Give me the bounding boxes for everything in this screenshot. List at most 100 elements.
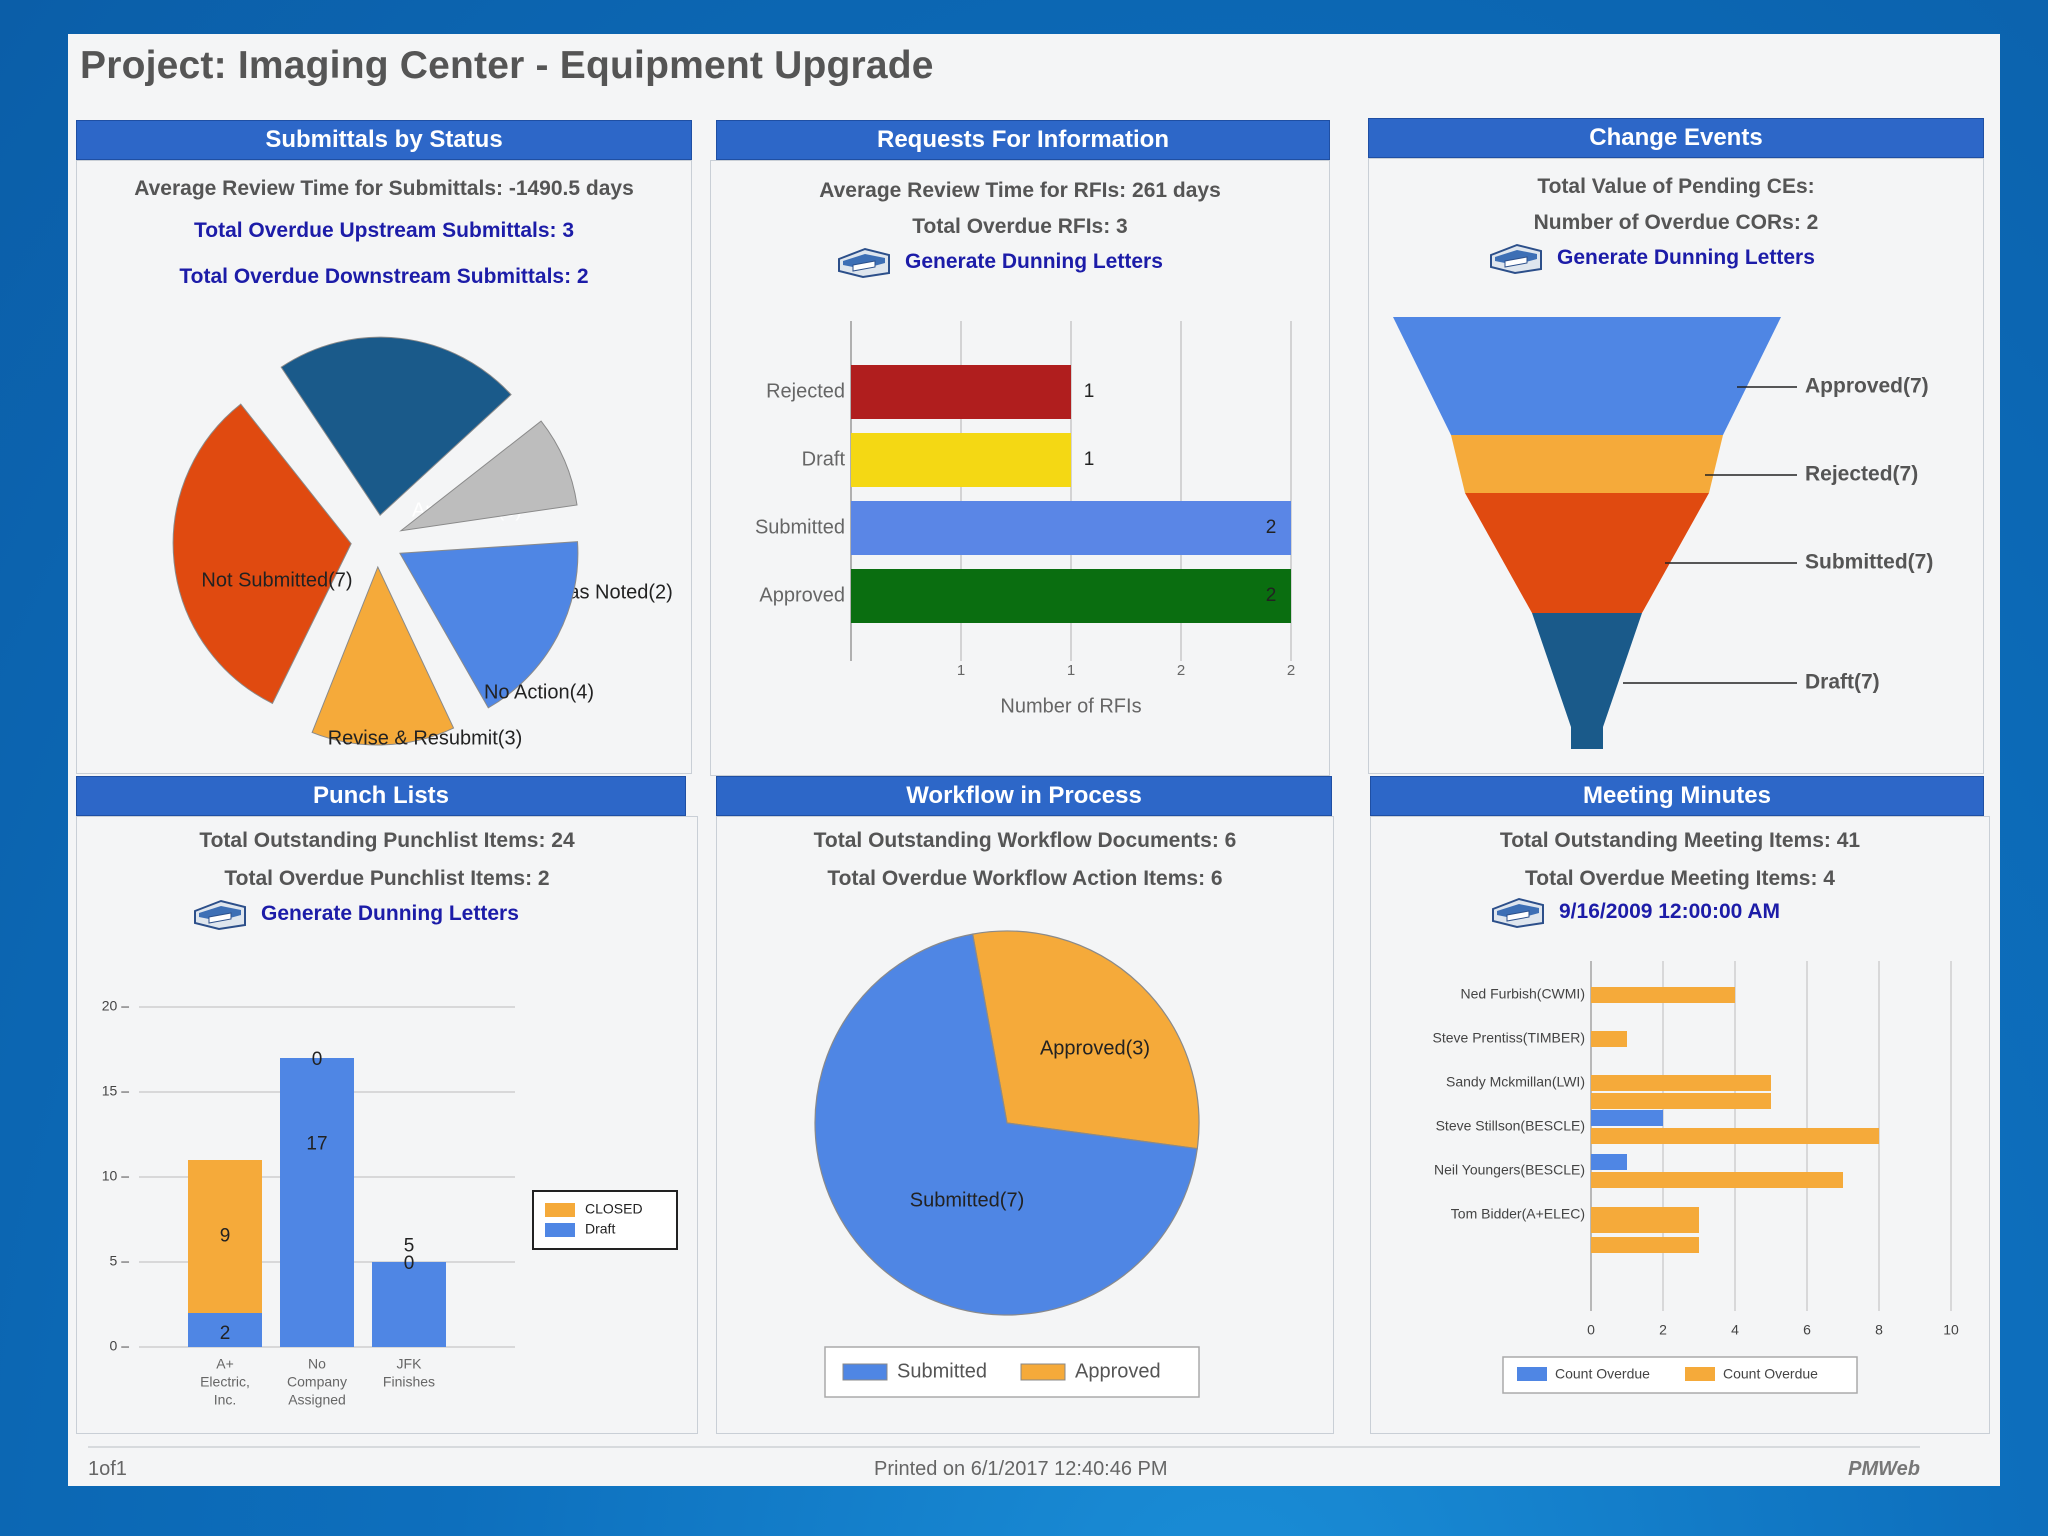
- submittals-pie-label: No Action(4): [484, 681, 594, 703]
- workflow-pie-chart: Approved(3) Submitted(7) Submitted Approved: [814, 930, 1200, 1398]
- punch-category-label: No: [308, 1356, 326, 1372]
- rfi-category-label: Draft: [802, 448, 846, 470]
- page-title: Project: Imaging Center - Equipment Upgr…: [80, 44, 934, 87]
- meetings-category-label: Tom Bidder(A+ELEC): [1451, 1206, 1585, 1222]
- footer-printed-on: Printed on 6/1/2017 12:40:46 PM: [874, 1458, 1168, 1480]
- rfi-tick-label: 2: [1177, 662, 1185, 679]
- meetings-x-tick: 8: [1875, 1322, 1883, 1338]
- meetings-bar-orange: [1591, 1093, 1771, 1109]
- change-events-panel: Total Value of Pending CEs: Number of Ov…: [1368, 158, 1984, 774]
- punch-outstanding: Total Outstanding Punchlist Items: 24: [199, 829, 575, 852]
- submittals-avg-review: Average Review Time for Submittals: -149…: [134, 177, 634, 200]
- change-events-dunning-label: Generate Dunning Letters: [1557, 246, 1815, 269]
- change-events-funnel-label: Approved(7): [1805, 375, 1929, 398]
- submittals-header: Submittals by Status: [76, 120, 692, 160]
- meetings-legend-swatch: [1685, 1367, 1715, 1381]
- meetings-category-label: Sandy Mckmillan(LWI): [1446, 1074, 1585, 1090]
- footer-brand: PMWeb: [1848, 1458, 1920, 1480]
- workflow-header: Workflow in Process: [716, 776, 1332, 816]
- punch-bar-draft: [280, 1058, 354, 1347]
- punch-generate-dunning-letters[interactable]: Generate Dunning Letters: [191, 897, 519, 931]
- rfi-bar: [851, 501, 1291, 555]
- change-events-funnel-segment: [1451, 435, 1723, 493]
- meetings-x-tick: 2: [1659, 1322, 1667, 1338]
- submittals-pie-slice: [399, 420, 578, 532]
- report-page: Project: Imaging Center - Equipment Upgr…: [68, 34, 2000, 1486]
- punch-legend-box: [532, 1190, 678, 1250]
- meetings-bar-chart: 0 2 4 6 8 10 Ned Furbish(CWMI) Steve Prentiss(T…: [1433, 961, 1959, 1394]
- meetings-legend-box: [1502, 1356, 1858, 1394]
- rfi-value-label: 1: [1084, 381, 1095, 402]
- punch-bar-draft-label: 17: [306, 1134, 327, 1155]
- meetings-header: Meeting Minutes: [1370, 776, 1984, 816]
- workflow-legend-swatch: [842, 1363, 888, 1381]
- punch-bar-closed-label: 9: [220, 1226, 231, 1247]
- punch-y-tick: 5 –: [110, 1253, 130, 1269]
- change-events-funnel-label: Submitted(7): [1805, 551, 1933, 574]
- punch-legend-swatch: [545, 1203, 575, 1217]
- meetings-outstanding: Total Outstanding Meeting Items: 41: [1499, 829, 1861, 852]
- punch-legend-swatch: [545, 1223, 575, 1237]
- meetings-bar-orange: [1591, 987, 1735, 1003]
- meetings-x-tick: 0: [1587, 1322, 1595, 1338]
- change-events-overdue-cors: Number of Overdue CORs: 2: [1533, 211, 1819, 234]
- submittals-pie-slice: [280, 336, 512, 516]
- workflow-legend-swatch: [1020, 1363, 1066, 1381]
- meetings-bar-orange: [1591, 1128, 1879, 1144]
- submittals-overdue-upstream-link[interactable]: Total Overdue Upstream Submittals: 3: [193, 219, 575, 242]
- punch-category-label: Inc.: [214, 1392, 237, 1408]
- workflow-legend-label: Approved: [1075, 1360, 1161, 1382]
- punch-bar-draft-label: 5: [404, 1236, 415, 1257]
- change-events-pending-value: Total Value of Pending CEs:: [1537, 175, 1815, 198]
- rfi-tick-label: 1: [1067, 662, 1075, 679]
- workflow-legend-label: Submitted: [897, 1360, 987, 1382]
- rfi-value-label: 2: [1266, 585, 1277, 606]
- punch-legend-label: Draft: [585, 1221, 615, 1237]
- submittals-pie-chart: Approved(5)Approved as Noted(2)No Action…: [172, 336, 673, 749]
- punch-bar-closed: [188, 1160, 262, 1313]
- meetings-category-label: Ned Furbish(CWMI): [1461, 986, 1585, 1002]
- footer-page-count: 1of1: [88, 1458, 127, 1480]
- letter-tray-icon: [194, 899, 246, 931]
- punch-category-label: Electric,: [200, 1374, 250, 1390]
- submittals-pie-label: Not Submitted(7): [201, 569, 352, 591]
- rfi-dunning-label: Generate Dunning Letters: [905, 250, 1163, 273]
- meetings-bar-blue: [1591, 1154, 1627, 1170]
- change-events-funnel-segment: [1393, 317, 1781, 435]
- meetings-x-tick: 6: [1803, 1322, 1811, 1338]
- rfi-generate-dunning-letters[interactable]: Generate Dunning Letters: [835, 245, 1163, 279]
- rfi-avg-review: Average Review Time for RFIs: 261 days: [819, 179, 1221, 202]
- punch-bar-draft-label: 2: [220, 1323, 231, 1344]
- rfi-value-label: 2: [1266, 517, 1277, 538]
- punch-panel: Total Outstanding Punchlist Items: 24 To…: [76, 816, 698, 1434]
- workflow-pie-label: Submitted(7): [910, 1189, 1025, 1211]
- meetings-date-link[interactable]: 9/16/2009 12:00:00 AM: [1489, 895, 1780, 929]
- rfi-axis-title: Number of RFIs: [1000, 695, 1141, 717]
- workflow-overdue: Total Overdue Workflow Action Items: 6: [827, 867, 1223, 890]
- meetings-date-label: 9/16/2009 12:00:00 AM: [1559, 900, 1781, 923]
- rfi-panel: Average Review Time for RFIs: 261 days T…: [710, 160, 1330, 776]
- meetings-panel: Total Outstanding Meeting Items: 41 Tota…: [1370, 816, 1990, 1434]
- rfi-header: Requests For Information: [716, 120, 1330, 160]
- rfi-bar: [851, 569, 1291, 623]
- meetings-overdue: Total Overdue Meeting Items: 4: [1524, 867, 1835, 890]
- rfi-value-label: 1: [1084, 449, 1095, 470]
- punch-y-tick: 0 –: [110, 1338, 130, 1354]
- punch-bar-draft: [188, 1313, 262, 1347]
- change-events-header: Change Events: [1368, 118, 1984, 158]
- meetings-category-label: Steve Stillson(BESCLE): [1436, 1118, 1585, 1134]
- punch-bar-closed-label: 0: [404, 1253, 415, 1274]
- meetings-bar-orange: [1591, 1237, 1699, 1253]
- letter-tray-icon: [838, 247, 890, 279]
- rfi-overdue: Total Overdue RFIs: 3: [912, 215, 1128, 238]
- submittals-panel: Average Review Time for Submittals: -149…: [76, 160, 692, 774]
- submittals-overdue-downstream-link[interactable]: Total Overdue Downstream Submittals: 2: [179, 265, 589, 288]
- meetings-category-label: Steve Prentiss(TIMBER): [1433, 1030, 1585, 1046]
- letter-tray-icon: [1492, 897, 1544, 929]
- change-events-generate-dunning-letters[interactable]: Generate Dunning Letters: [1487, 241, 1815, 275]
- submittals-pie-slice: [399, 541, 579, 709]
- punch-category-label: A+: [216, 1356, 234, 1372]
- punch-y-tick: 20 –: [102, 998, 129, 1014]
- punch-dunning-label: Generate Dunning Letters: [261, 902, 519, 925]
- meetings-bar-orange: [1591, 1217, 1699, 1233]
